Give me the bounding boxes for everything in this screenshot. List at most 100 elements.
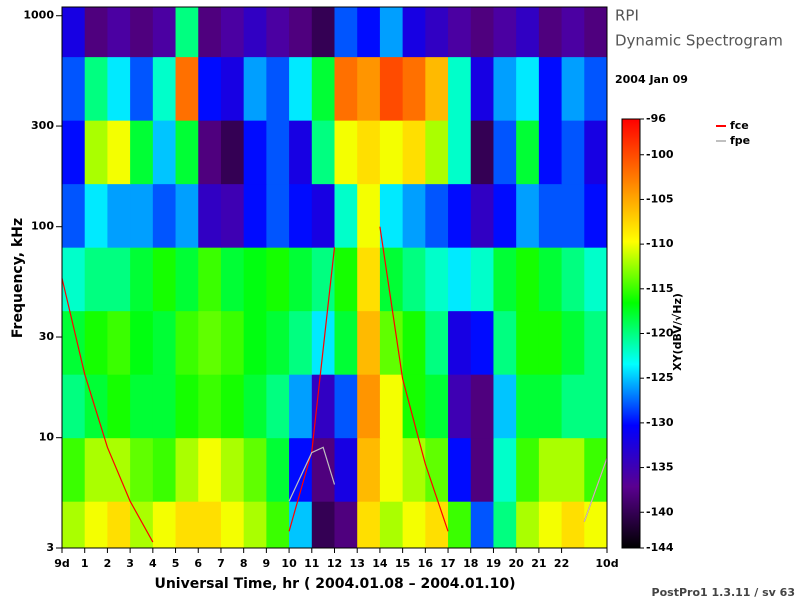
heatmap-cell xyxy=(357,310,381,375)
heatmap-cell xyxy=(448,501,472,549)
heatmap-cell xyxy=(357,437,381,502)
heatmap-cell xyxy=(448,437,472,502)
heatmap-cell xyxy=(175,310,199,375)
heatmap-cell xyxy=(561,310,585,375)
heatmap-cell xyxy=(448,7,472,58)
heatmap-cell xyxy=(561,56,585,121)
heatmap-cell xyxy=(311,437,335,502)
heatmap-cell xyxy=(220,120,245,185)
heatmap-cell xyxy=(334,374,358,439)
heatmap-cell xyxy=(402,56,426,121)
heatmap-cell xyxy=(538,56,563,121)
colorbar-tick-label: -105 xyxy=(646,192,674,205)
heatmap-cell xyxy=(334,120,358,185)
heatmap-cell xyxy=(538,183,563,248)
heatmap-cell xyxy=(470,56,494,121)
heatmap-cell xyxy=(198,310,222,375)
heatmap-cell xyxy=(311,56,335,121)
heatmap-cell xyxy=(198,56,222,121)
heatmap-cell xyxy=(402,310,426,375)
heatmap-cell xyxy=(152,437,177,502)
heatmap-cell xyxy=(107,120,131,185)
heatmap-cell xyxy=(220,247,245,312)
x-axis-title: Universal Time, hr ( 2004.01.08 – 2004.0… xyxy=(154,576,515,592)
heatmap-cell xyxy=(107,437,131,502)
colorbar-tick-label: -96 xyxy=(646,112,666,125)
heatmap-cell xyxy=(62,501,86,549)
heatmap-cell xyxy=(402,247,426,312)
date-label: 2004 Jan 09 xyxy=(615,73,688,86)
heatmap-cell xyxy=(289,247,313,312)
heatmap-cell xyxy=(470,374,494,439)
heatmap-cell xyxy=(334,183,358,248)
heatmap-cell xyxy=(62,7,86,58)
heatmap-cell xyxy=(289,56,313,121)
heatmap-cell xyxy=(289,183,313,248)
heatmap-cell xyxy=(243,501,267,549)
x-tick-label: 8 xyxy=(240,557,248,570)
heatmap-cell xyxy=(84,310,108,375)
x-tick-label: 16 xyxy=(418,557,434,570)
heatmap-cell xyxy=(379,183,404,248)
heatmap-cell xyxy=(152,7,177,58)
y-axis-title: Frequency, kHz xyxy=(10,218,26,338)
heatmap-cell xyxy=(243,7,267,58)
x-tick-label: 19 xyxy=(486,557,501,570)
heatmap-cell xyxy=(220,310,245,375)
heatmap-cell xyxy=(493,247,517,312)
heatmap-cell xyxy=(243,247,267,312)
heatmap-cell xyxy=(493,7,517,58)
heatmap-cell xyxy=(243,437,267,502)
heatmap-cell xyxy=(425,247,449,312)
x-tick-label: 14 xyxy=(372,557,388,570)
heatmap-cell xyxy=(470,120,494,185)
heatmap-cell xyxy=(493,56,517,121)
heatmap-cell xyxy=(266,501,290,549)
heatmap-cell xyxy=(289,374,313,439)
heatmap-cell xyxy=(402,437,426,502)
heatmap-cell xyxy=(289,501,313,549)
heatmap-cell xyxy=(561,7,585,58)
heatmap-cell xyxy=(152,183,177,248)
x-tick-label: 3 xyxy=(126,557,134,570)
heatmap-cell xyxy=(379,374,404,439)
heatmap-cell xyxy=(175,56,199,121)
heatmap-cell xyxy=(584,7,608,58)
x-tick-label: 17 xyxy=(440,557,455,570)
heatmap-cell xyxy=(357,120,381,185)
x-tick-label: 22 xyxy=(554,557,569,570)
heatmap-cell xyxy=(243,120,267,185)
heatmap-cell xyxy=(175,247,199,312)
heatmap-cell xyxy=(220,374,245,439)
heatmap-cell xyxy=(379,501,404,549)
heatmap-cell xyxy=(538,374,563,439)
heatmap-cell xyxy=(561,247,585,312)
heatmap-cell xyxy=(175,374,199,439)
colorbar-tick-label: -125 xyxy=(646,371,674,384)
heatmap-cell xyxy=(448,56,472,121)
heatmap-cell xyxy=(357,247,381,312)
heatmap-cell xyxy=(62,56,86,121)
heatmap-cell xyxy=(107,310,131,375)
heatmap-cell xyxy=(107,183,131,248)
heatmap-cell xyxy=(516,437,540,502)
y-tick-label: 10 xyxy=(39,431,55,444)
heatmap-cell xyxy=(152,310,177,375)
heatmap-cell xyxy=(561,120,585,185)
heatmap-cell xyxy=(516,7,540,58)
heatmap-cell xyxy=(538,437,563,502)
heatmap-cell xyxy=(516,183,540,248)
colorbar-title: XY(dBV/√Hz) xyxy=(671,293,684,371)
heatmap-cell xyxy=(289,310,313,375)
heatmap-cell xyxy=(470,7,494,58)
heatmap-cell xyxy=(425,501,449,549)
x-tick-label: 18 xyxy=(463,557,478,570)
colorbar-tick-label: -100 xyxy=(646,148,674,161)
heatmap-cell xyxy=(402,7,426,58)
heatmap-cell xyxy=(516,310,540,375)
heatmap-cell xyxy=(334,7,358,58)
series-line xyxy=(61,226,608,543)
heatmap-cell xyxy=(243,183,267,248)
heatmap-cell xyxy=(198,183,222,248)
x-tick-label: 20 xyxy=(509,557,525,570)
